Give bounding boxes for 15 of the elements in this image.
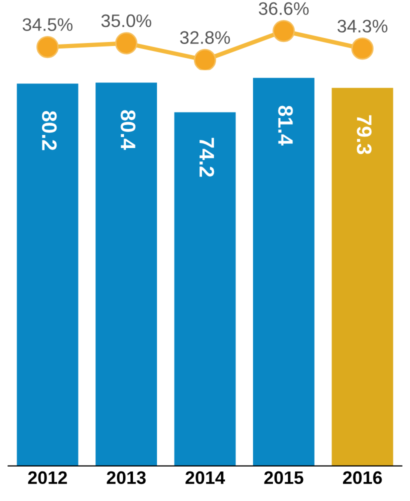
x-tick-label: 2013	[106, 471, 146, 484]
x-tick-label: 2015	[264, 471, 304, 484]
data-label: 80.4	[120, 110, 136, 150]
data-label: 79.3	[356, 115, 372, 154]
x-tick-label: 2012	[28, 471, 67, 484]
data-label: 74.2	[200, 138, 214, 177]
data-label: 36.6%	[258, 2, 309, 15]
x-tick-label: 2014	[186, 471, 225, 484]
data-label: 80.2	[42, 111, 57, 150]
data-label: 32.8%	[180, 31, 230, 44]
x-tick-label: 2016	[342, 471, 382, 484]
data-label: 34.3%	[338, 20, 388, 33]
data-label: 35.0%	[101, 14, 152, 28]
data-label: 81.4	[278, 106, 293, 146]
data-label: 34.5%	[22, 18, 73, 31]
